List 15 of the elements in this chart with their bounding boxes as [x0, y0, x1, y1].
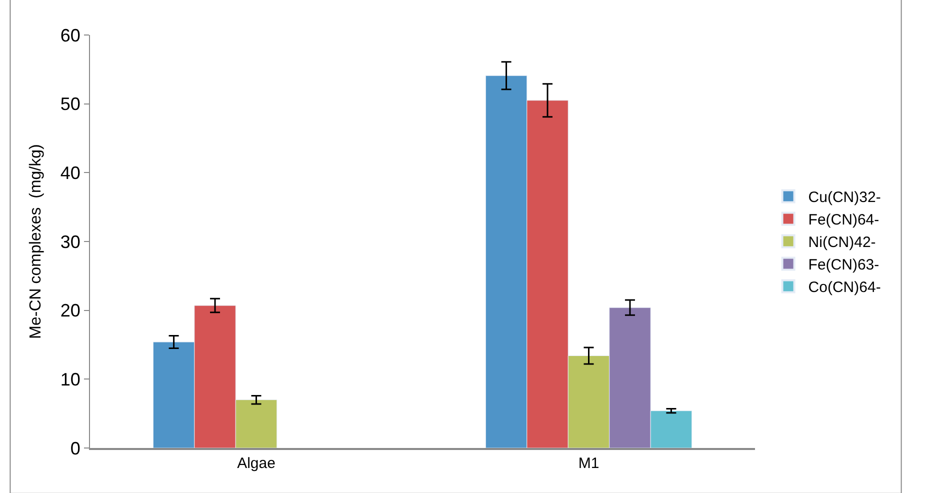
y-tick-label: 60: [60, 25, 80, 46]
legend-label: Ni(CN)42-: [808, 234, 876, 252]
y-tick-label: 20: [60, 300, 80, 321]
legend-label: Co(CN)64-: [808, 279, 881, 296]
y-axis-title: Me-CN complexes (mg/kg): [27, 144, 44, 339]
legend-label: Fe(CN)64-: [808, 212, 880, 229]
y-tick-label: 50: [60, 94, 80, 114]
y-tick-label: 10: [60, 369, 80, 390]
x-tick-label: M1: [578, 455, 600, 472]
y-tick-label: 0: [70, 438, 80, 458]
legend-label: Cu(CN)32-: [808, 189, 881, 206]
y-tick-label: 30: [60, 232, 80, 252]
x-tick-label: Algae: [237, 455, 276, 472]
legend-label: Fe(CN)63-: [808, 256, 880, 274]
y-tick-label: 40: [60, 162, 80, 183]
